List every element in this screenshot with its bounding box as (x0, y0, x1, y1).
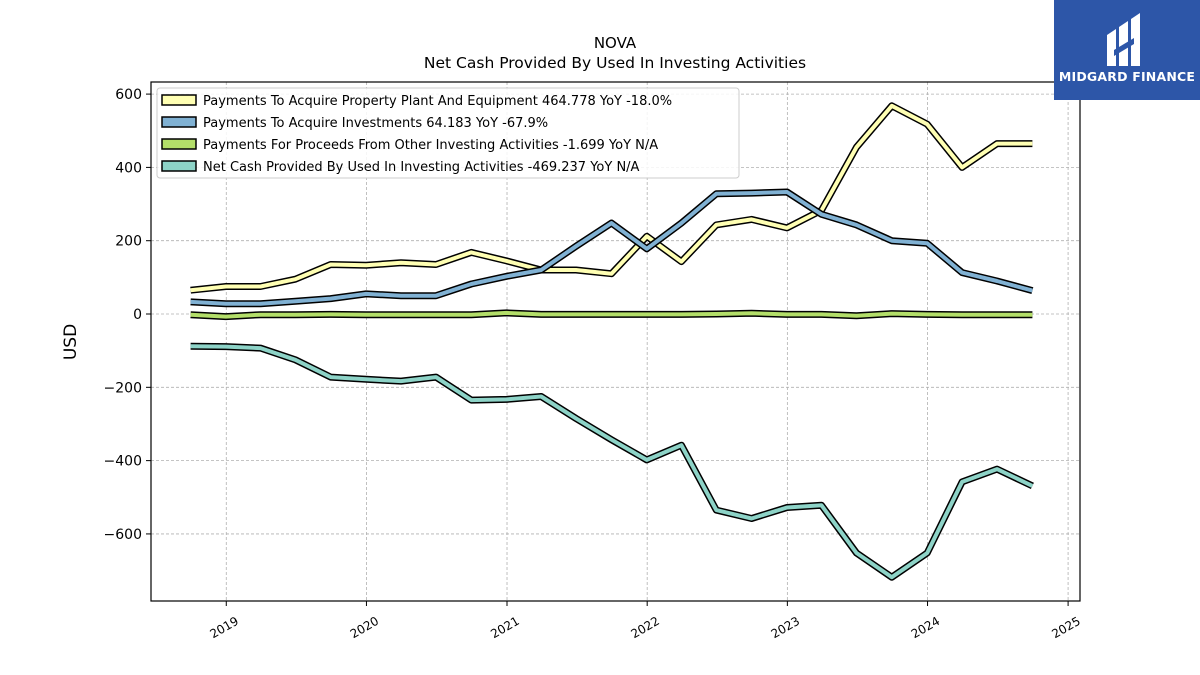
x-tick-label: 2022 (628, 614, 661, 641)
x-tick-label: 2020 (348, 614, 381, 641)
x-tick-label: 2024 (909, 614, 942, 641)
y-tick-label: 400 (115, 160, 142, 176)
x-tick-label: 2021 (488, 614, 521, 641)
series-outline (190, 342, 1034, 581)
series-line (190, 310, 1033, 319)
legend-swatch (161, 94, 197, 106)
series-layer (190, 102, 1034, 581)
legend-box (156, 87, 740, 179)
y-axis-label: USD (61, 324, 81, 360)
x-tick-label: 2025 (1049, 614, 1082, 641)
y-tick-label: 600 (115, 87, 142, 103)
midgard-finance-logo: MIDGARD FINANCE (1054, 0, 1200, 100)
x-tick-label: 2023 (769, 614, 802, 641)
chart-title: NOVA (594, 34, 637, 52)
legend-swatch (161, 138, 197, 150)
y-tick-label: −200 (104, 380, 142, 396)
series-line (190, 190, 1033, 306)
legend-label: Payments To Acquire Property Plant And E… (203, 94, 672, 109)
legend-swatch (161, 116, 197, 128)
series-line (190, 103, 1033, 293)
midgard-logo-icon (1107, 13, 1140, 66)
chart-subtitle: Net Cash Provided By Used In Investing A… (424, 54, 806, 72)
axes: 600 400 200 0 −200 −400 −600 2019 2020 2021 2022 20… (104, 87, 1083, 641)
x-tick-label: 2019 (208, 614, 241, 641)
legend-label: Payments For Proceeds From Other Investi… (203, 138, 658, 153)
logo-text: MIDGARD FINANCE (1058, 69, 1196, 84)
y-tick-label: 0 (133, 307, 142, 323)
legend: Payments To Acquire Property Plant And E… (156, 87, 740, 179)
y-tick-label: −400 (104, 454, 142, 470)
legend-label: Payments To Acquire Investments 64.183 Y… (203, 116, 548, 131)
legend-label: Net Cash Provided By Used In Investing A… (203, 160, 640, 175)
plot-frame (150, 81, 1081, 602)
y-tick-label: 200 (115, 234, 142, 250)
series-line (190, 344, 1034, 580)
legend-swatch (161, 160, 197, 172)
y-tick-label: −600 (104, 527, 142, 543)
series-outline (190, 188, 1034, 308)
